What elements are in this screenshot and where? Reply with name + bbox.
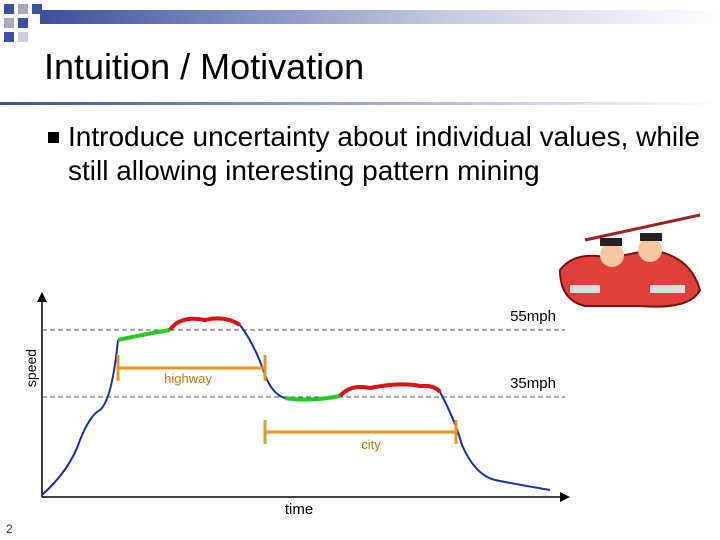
range-label: highway (164, 371, 212, 386)
diagram (37, 292, 570, 502)
slide-title: Intuition / Motivation (44, 46, 365, 87)
city-bracket (263, 420, 458, 444)
speed-curve (239, 324, 286, 399)
title-rule (0, 102, 720, 105)
top-bar (40, 10, 720, 24)
y-arrow (37, 292, 47, 302)
speed-curve (439, 391, 551, 491)
speed-curve (41, 339, 119, 496)
high-segment (168, 316, 242, 332)
bullet-marker (48, 132, 59, 143)
level-label: 55mph (510, 308, 556, 325)
level-label: 35mph (510, 375, 556, 392)
page-number: 2 (6, 522, 13, 536)
low-segment (117, 328, 171, 342)
highway-bracket (116, 355, 267, 381)
bullet-text: Introduce uncertainty about individual v… (68, 121, 700, 186)
range-label: city (361, 437, 381, 452)
y-axis-label: speed (23, 349, 39, 387)
x-arrow (560, 492, 570, 502)
car-image (558, 213, 702, 308)
high-segment (338, 382, 442, 398)
low-segment (284, 394, 341, 402)
corner-squares (4, 4, 42, 42)
x-axis-label: time (285, 501, 313, 518)
